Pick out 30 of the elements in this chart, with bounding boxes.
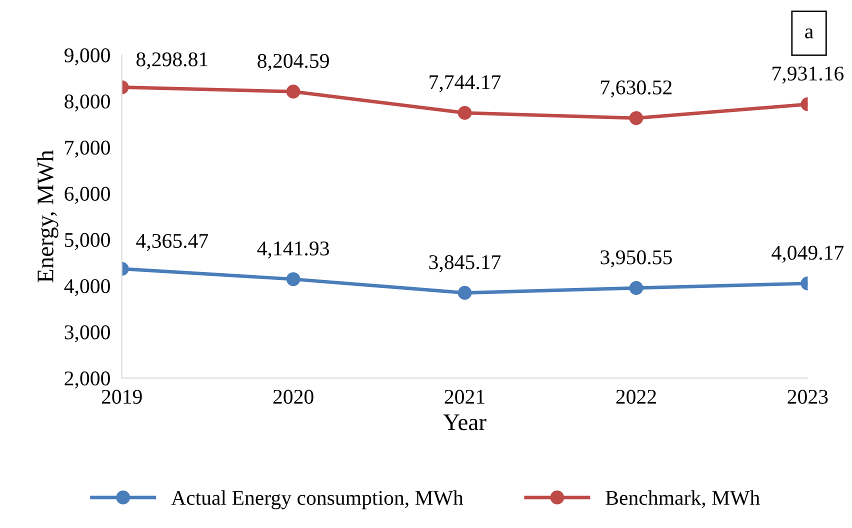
x-tick-label: 2023 (788, 390, 828, 404)
data-label: 4,141.93 (257, 241, 329, 258)
x-tick-label: 2022 (616, 390, 656, 404)
point (458, 106, 472, 120)
y-tick-label: 4,000 (64, 279, 110, 296)
data-label: 4,365.47 (136, 234, 208, 251)
legend-label: Actual Energy consumption, MWh (171, 490, 464, 510)
data-label: 3,845.17 (429, 255, 501, 272)
data-label: 4,049.17 (772, 246, 844, 263)
x-tick-label: 2020 (273, 390, 314, 404)
x-tick-label: 2021 (444, 390, 484, 404)
y-tick-label: 7,000 (65, 140, 110, 158)
y-tick-label: 6,000 (64, 186, 110, 204)
data-label: 7,744.17 (430, 75, 501, 92)
data-label: 3,950.55 (600, 250, 672, 268)
y-tick-label: 3,000 (64, 325, 110, 342)
point (458, 286, 472, 300)
data-label: 7,630.52 (601, 80, 672, 98)
data-label: 8,298.81 (136, 52, 208, 70)
y-tick-label: 5,000 (65, 232, 110, 250)
x-axis-title: Year (443, 414, 486, 430)
y-tick-label: 2,000 (64, 371, 110, 388)
legend-label: Benchmark, MWh (606, 490, 760, 508)
y-axis-title: Energy, MWh (36, 150, 58, 282)
y-tick-label: 9,000 (64, 48, 110, 66)
data-label: 7,931.16 (772, 66, 844, 84)
data-label: 8,204.59 (258, 54, 329, 71)
x-tick-label: 2019 (102, 390, 142, 404)
text: a (805, 28, 814, 38)
y-tick-label: 8,000 (64, 94, 110, 112)
